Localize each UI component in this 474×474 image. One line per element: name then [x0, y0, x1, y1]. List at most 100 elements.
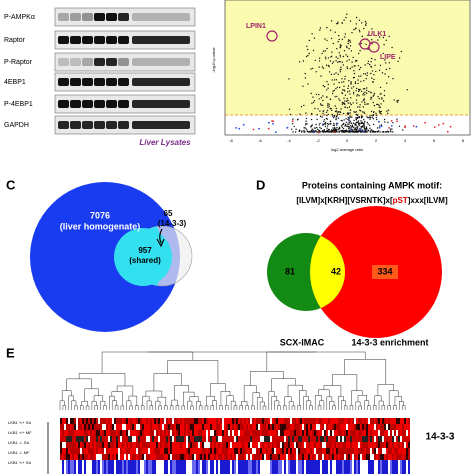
cell	[192, 460, 194, 474]
cell	[224, 460, 226, 474]
cell	[200, 460, 202, 474]
cell	[264, 418, 266, 424]
cell	[134, 454, 136, 460]
point	[366, 89, 368, 92]
branch	[332, 405, 336, 410]
point	[304, 127, 306, 129]
point	[368, 116, 370, 119]
cell	[172, 454, 174, 460]
point	[334, 129, 336, 131]
cell	[106, 442, 108, 448]
cell	[176, 424, 178, 430]
point	[358, 90, 360, 93]
cell	[342, 418, 344, 424]
point	[385, 39, 387, 41]
cell	[242, 424, 244, 430]
cell	[222, 454, 224, 460]
cell	[146, 430, 148, 436]
cell	[352, 442, 354, 448]
cell	[102, 418, 104, 424]
cell	[406, 448, 408, 454]
cell	[66, 460, 68, 474]
cell	[186, 430, 188, 436]
cell	[244, 448, 246, 454]
point	[303, 129, 305, 132]
cell	[226, 424, 228, 430]
cell	[396, 448, 398, 454]
point	[318, 93, 320, 96]
point	[339, 71, 342, 73]
cell	[128, 454, 130, 460]
cell	[66, 442, 68, 448]
cell	[222, 442, 224, 448]
point	[325, 111, 328, 114]
cell	[304, 436, 306, 442]
point	[366, 128, 368, 131]
branch	[351, 390, 363, 406]
cell	[316, 418, 318, 424]
cell	[108, 418, 110, 424]
point	[351, 66, 353, 68]
cell	[94, 436, 96, 442]
cell	[302, 460, 304, 474]
point	[347, 113, 350, 115]
cell	[182, 448, 184, 454]
band	[106, 78, 117, 86]
point	[375, 116, 377, 119]
point	[352, 77, 355, 79]
cell	[308, 442, 310, 448]
cell	[114, 430, 116, 436]
cell	[324, 430, 326, 436]
point	[353, 28, 355, 31]
branch	[372, 405, 377, 410]
cell	[342, 424, 344, 430]
cell	[368, 418, 370, 424]
cell	[248, 424, 250, 430]
point	[382, 131, 384, 133]
point	[335, 88, 337, 90]
cell	[266, 424, 268, 430]
panel-letter: E	[6, 345, 15, 360]
x-ticks: -8 -6 -4 -2 0 2 4 6 8	[229, 138, 465, 143]
point	[390, 125, 393, 127]
cell	[280, 418, 282, 424]
cell	[308, 454, 310, 460]
cell	[72, 454, 74, 460]
cell	[374, 442, 376, 448]
point	[364, 103, 366, 105]
cell	[138, 454, 140, 460]
cell	[362, 448, 364, 454]
cell	[366, 436, 368, 442]
point	[330, 131, 333, 133]
cell	[228, 418, 230, 424]
point	[349, 102, 351, 104]
cell	[150, 430, 152, 436]
point	[352, 126, 354, 128]
cell	[404, 436, 406, 442]
point	[346, 125, 348, 128]
point	[337, 131, 339, 133]
point	[319, 131, 321, 133]
point	[317, 131, 320, 134]
band	[58, 121, 69, 129]
point	[375, 70, 377, 73]
cell	[250, 418, 252, 424]
point	[339, 54, 341, 56]
cell	[106, 448, 108, 454]
cell	[194, 436, 196, 442]
point	[354, 111, 356, 114]
cell	[272, 454, 274, 460]
cell	[116, 418, 118, 424]
cell	[230, 436, 232, 442]
cell	[192, 442, 194, 448]
point	[388, 62, 390, 64]
branch	[126, 400, 132, 410]
cell	[394, 460, 396, 474]
point	[363, 98, 365, 100]
cell	[288, 448, 290, 454]
cell	[182, 454, 184, 460]
cell	[224, 442, 226, 448]
count: 42	[331, 266, 341, 276]
cell	[344, 430, 346, 436]
point	[318, 124, 320, 126]
